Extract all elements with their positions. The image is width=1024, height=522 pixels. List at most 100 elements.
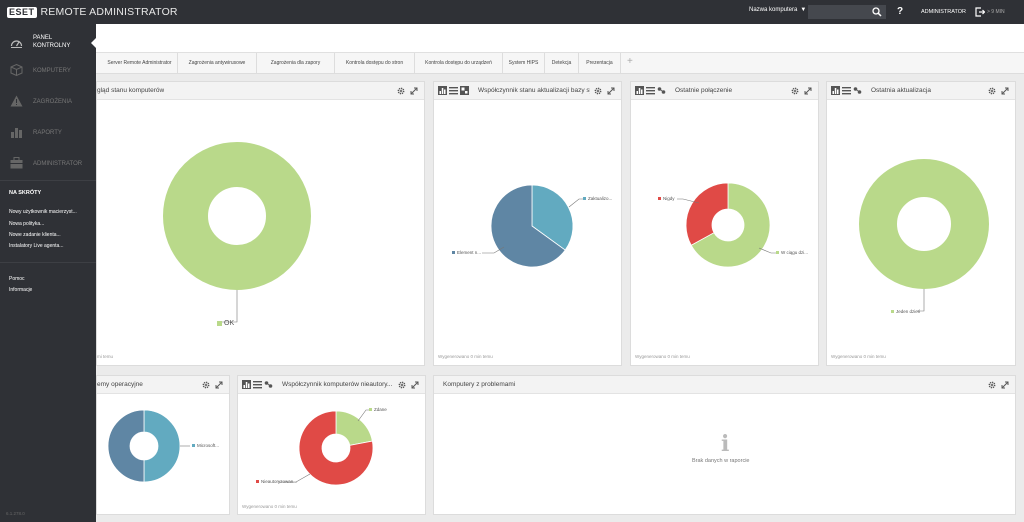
- chart-toolbar: [242, 380, 273, 389]
- link-info[interactable]: Informacje: [9, 287, 33, 293]
- sidebar-item-threats[interactable]: ZAGROŻENIA: [0, 88, 96, 116]
- legend-label: Zaktualizo...: [583, 196, 612, 201]
- content-header: [96, 24, 1024, 52]
- help-icon[interactable]: ?: [897, 6, 904, 17]
- pie-slice[interactable]: [685, 182, 729, 246]
- dashboard-tabs: Server Remote Administrator Zagrożenia a…: [96, 52, 1024, 74]
- panel-header: Ostatnia aktualizacja: [827, 82, 1015, 100]
- sidebar-item-label: ADMINISTRATOR: [33, 161, 83, 167]
- version-label: 6.1.278.0: [6, 511, 25, 516]
- expand-icon[interactable]: [411, 381, 419, 389]
- dashboard-icon: [10, 40, 23, 48]
- legend-label: Microsoft...: [192, 443, 219, 448]
- list-view-icon[interactable]: [842, 86, 851, 95]
- list-view-icon[interactable]: [449, 86, 458, 95]
- generated-time: mi temu: [97, 354, 114, 359]
- sidebar-divider: [0, 180, 96, 181]
- leader-line: [222, 290, 238, 323]
- pie-slice[interactable]: [490, 184, 566, 268]
- panel-header: Współczynnik stanu aktualizacji bazy sy.…: [434, 82, 621, 100]
- warning-icon: [10, 95, 23, 107]
- gear-icon[interactable]: [202, 381, 210, 389]
- pie-chart: [278, 409, 374, 486]
- legend-swatch: [369, 408, 372, 412]
- pie-slice[interactable]: [859, 159, 989, 289]
- legend-swatch: [217, 320, 222, 326]
- expand-icon[interactable]: [1001, 87, 1009, 95]
- panel-title: Komputery z problemami: [443, 381, 516, 388]
- filter-icon[interactable]: [264, 380, 273, 389]
- filter-icon[interactable]: [853, 86, 862, 95]
- sidebar: PANEL KONTROLNY KOMPUTERY ZAGROŻENIA RAP…: [0, 24, 96, 522]
- tab-presentation[interactable]: Prezentacja: [579, 53, 621, 74]
- pie-slice[interactable]: [143, 409, 181, 483]
- chart-view-icon[interactable]: [438, 86, 447, 95]
- filter-icon[interactable]: [657, 86, 666, 95]
- tab-detection[interactable]: Detekcja: [545, 53, 579, 74]
- sidebar-item-reports[interactable]: RAPORTY: [0, 119, 96, 147]
- legend-swatch: [658, 197, 661, 201]
- pie-chart: [859, 159, 989, 312]
- sidebar-item-computers[interactable]: KOMPUTERY: [0, 57, 96, 85]
- add-tab-icon[interactable]: +: [627, 56, 633, 67]
- caret-down-icon: ▼: [800, 7, 807, 13]
- pie-slice[interactable]: [163, 142, 311, 290]
- pie-chart: [482, 184, 584, 268]
- shortcut-live-installers[interactable]: Instalatory Live agenta...: [9, 243, 64, 249]
- sidebar-divider: [0, 262, 96, 263]
- panel-unauthorized-computers: Współczynnik komputerów nieautory... Zda…: [237, 375, 426, 515]
- pie-slice[interactable]: [690, 182, 771, 268]
- briefcase-icon: [10, 157, 23, 169]
- shortcut-new-task[interactable]: Nowe zadanie klienta...: [9, 232, 61, 238]
- legend-label: Element n...: [452, 250, 481, 255]
- gear-icon[interactable]: [594, 87, 602, 95]
- computer-box-icon: [10, 64, 23, 76]
- tab-web-control[interactable]: Kontrola dostępu do stron: [335, 53, 415, 74]
- gear-icon[interactable]: [398, 381, 406, 389]
- shortcut-new-user[interactable]: Nowy użytkownik macierzyst...: [9, 209, 77, 215]
- pie-chart: [107, 409, 190, 483]
- tab-firewall-threats[interactable]: Zagrożenia dla zapory: [257, 53, 335, 74]
- report-view-icon[interactable]: [460, 86, 469, 95]
- pie-slice[interactable]: [531, 184, 574, 251]
- chart-view-icon[interactable]: [831, 86, 840, 95]
- sidebar-item-admin[interactable]: ADMINISTRATOR: [0, 150, 96, 178]
- panel-header: Współczynnik komputerów nieautory...: [238, 376, 425, 394]
- user-menu[interactable]: ADMINISTRATOR: [921, 9, 967, 15]
- leader-line: [677, 198, 700, 204]
- generated-time: Wygenerowano 0 min temu: [831, 354, 886, 359]
- shortcut-new-policy[interactable]: Nowa polityka...: [9, 221, 45, 227]
- logout-icon[interactable]: [975, 7, 985, 17]
- chart-view-icon[interactable]: [635, 86, 644, 95]
- expand-icon[interactable]: [410, 87, 418, 95]
- legend-text: Jeden dzień: [896, 309, 921, 314]
- chart-view-icon[interactable]: [242, 380, 251, 389]
- gear-icon[interactable]: [397, 87, 405, 95]
- gear-icon[interactable]: [988, 87, 996, 95]
- search-icon[interactable]: [872, 7, 882, 17]
- expand-icon[interactable]: [804, 87, 812, 95]
- tab-server[interactable]: Server Remote Administrator: [96, 53, 178, 74]
- sidebar-item-dashboard[interactable]: PANEL KONTROLNY: [0, 26, 96, 60]
- pie-slice[interactable]: [107, 409, 145, 483]
- expand-icon[interactable]: [215, 381, 223, 389]
- tab-hips[interactable]: System HIPS: [503, 53, 545, 74]
- search-input[interactable]: [808, 5, 886, 19]
- computer-select[interactable]: Nazwa komputera ▼: [749, 7, 806, 13]
- list-view-icon[interactable]: [646, 86, 655, 95]
- tab-device-control[interactable]: Kontrola dostępu do urządzeń: [415, 53, 503, 74]
- legend-swatch: [583, 197, 586, 201]
- info-icon: i: [721, 431, 730, 457]
- link-help[interactable]: Pomoc: [9, 276, 25, 282]
- expand-icon[interactable]: [1001, 381, 1009, 389]
- pie-slice[interactable]: [298, 410, 374, 486]
- legend-text: Element n...: [457, 250, 482, 255]
- list-view-icon[interactable]: [253, 380, 262, 389]
- pie-slice[interactable]: [335, 410, 373, 446]
- gear-icon[interactable]: [988, 381, 996, 389]
- tab-av-threats[interactable]: Zagrożenia antywirusowe: [178, 53, 257, 74]
- gear-icon[interactable]: [791, 87, 799, 95]
- chart-toolbar: [635, 86, 666, 95]
- expand-icon[interactable]: [607, 87, 615, 95]
- legend-label: W ciągu dzi...: [776, 250, 808, 255]
